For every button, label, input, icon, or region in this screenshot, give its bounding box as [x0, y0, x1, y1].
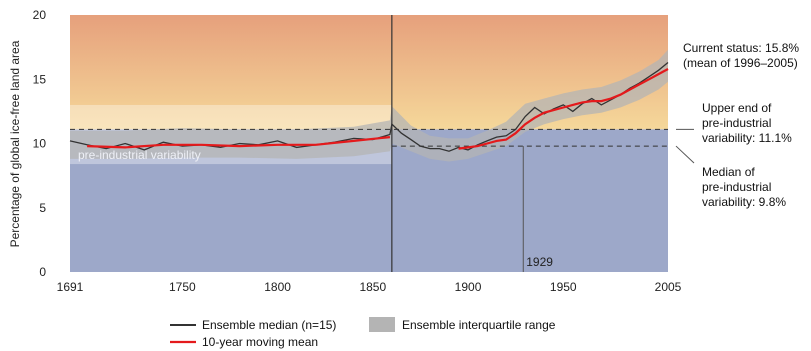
x-tick-label: 1950	[550, 280, 577, 294]
upper-end-annotation: Upper end of	[702, 101, 772, 115]
upper-end-annotation: pre-industrial	[702, 116, 771, 130]
legend: Ensemble median (n=15) Ensemble interqua…	[170, 317, 556, 349]
y-tick-label: 10	[33, 137, 47, 151]
legend-median-label: Ensemble median (n=15)	[202, 318, 336, 332]
y-axis-label: Percentage of global ice-free land area	[8, 40, 22, 247]
y-tick-label: 20	[33, 8, 47, 22]
legend-iqr-label: Ensemble interquartile range	[402, 318, 556, 332]
y-tick-label: 0	[39, 265, 46, 279]
pre-industrial-label: pre-industrial variability	[78, 148, 201, 162]
x-tick-label: 1900	[455, 280, 482, 294]
y-axis-ticks: 0 5 10 15 20	[33, 8, 47, 279]
current-status-annotation: (mean of 1996–2005)	[683, 56, 798, 70]
legend-mean-label: 10-year moving mean	[202, 335, 318, 349]
y-tick-label: 5	[39, 201, 46, 215]
median-leader-line	[675, 145, 695, 164]
interquartile-range-area	[70, 49, 668, 162]
moving-mean-series	[87, 68, 669, 150]
legend-iqr-swatch	[369, 317, 395, 332]
median-annotation: Median of	[702, 165, 755, 179]
median-annotation: pre-industrial	[702, 180, 771, 194]
upper-end-annotation: variability: 11.1%	[702, 131, 792, 145]
x-tick-label: 1691	[57, 280, 84, 294]
x-tick-label: 1750	[169, 280, 196, 294]
x-axis-ticks: 1691 1750 1800 1850 1900 1950 2005	[57, 280, 682, 294]
x-tick-label: 1800	[264, 280, 291, 294]
ensemble-median-series	[69, 61, 669, 152]
median-annotation: variability: 9.8%	[702, 195, 786, 209]
marked-year-label: 1929	[526, 255, 553, 269]
y-tick-label: 15	[33, 72, 47, 86]
x-tick-label: 1850	[359, 280, 386, 294]
annotations: Current status: 15.8%(mean of 1996–2005)…	[675, 41, 799, 209]
x-tick-label: 2005	[655, 280, 682, 294]
current-status-annotation: Current status: 15.8%	[683, 41, 799, 55]
